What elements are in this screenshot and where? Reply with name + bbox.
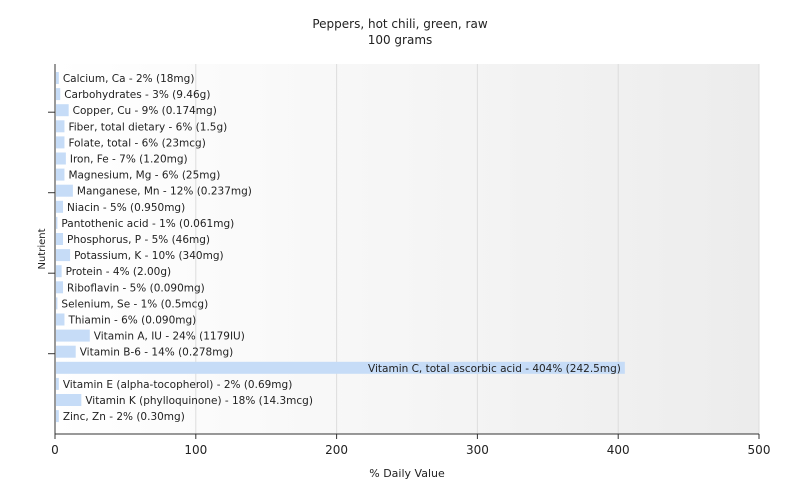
bar-label: Vitamin K (phylloquinone) - 18% (14.3mcg… — [85, 395, 313, 407]
data-labels: Calcium, Ca - 2% (18mg) Carbohydrates - 3… — [61, 73, 620, 423]
y-axis-label: Nutrient — [37, 228, 48, 269]
bar — [56, 152, 66, 165]
x-tick-label: 200 — [325, 443, 348, 457]
bar-label: Riboflavin - 5% (0.090mg) — [67, 282, 205, 294]
bar — [56, 104, 69, 117]
bar — [56, 377, 59, 390]
bar — [56, 281, 64, 294]
y-ticks — [48, 111, 55, 355]
bar-label: Vitamin A, IU - 24% (1179IU) — [94, 331, 245, 343]
bar-label: Niacin - 5% (0.950mg) — [67, 202, 185, 214]
bar-label: Copper, Cu - 9% (0.174mg) — [73, 105, 217, 117]
chart-title: Peppers, hot chili, green, raw — [312, 17, 487, 31]
bar-label: Carbohydrates - 3% (9.46g) — [64, 89, 210, 101]
bar-label: Phosphorus, P - 5% (46mg) — [67, 234, 210, 246]
bar-label: Zinc, Zn - 2% (0.30mg) — [63, 411, 185, 423]
chart-subtitle: 100 grams — [368, 33, 433, 47]
bar-label: Thiamin - 6% (0.090mg) — [67, 315, 196, 327]
bar-label: Folate, total - 6% (23mcg) — [68, 137, 205, 149]
bar — [56, 120, 65, 133]
bar-label: Manganese, Mn - 12% (0.237mg) — [77, 186, 252, 198]
bar-label: Iron, Fe - 7% (1.20mg) — [70, 154, 188, 166]
bar — [56, 329, 90, 342]
bar — [56, 184, 73, 197]
bar-label: Protein - 4% (2.00g) — [66, 266, 172, 278]
bar — [56, 410, 59, 423]
bar — [56, 72, 59, 84]
bar — [56, 216, 58, 229]
x-tick-label: 100 — [184, 443, 207, 457]
bar-label: Vitamin B-6 - 14% (0.278mg) — [80, 347, 234, 359]
bar-label: Fiber, total dietary - 6% (1.5g) — [68, 121, 227, 133]
bar — [56, 200, 64, 213]
bar — [56, 297, 58, 310]
bars — [56, 72, 625, 423]
bar-label: Vitamin E (alpha-tocopherol) - 2% (0.69m… — [63, 379, 293, 391]
bar — [56, 249, 71, 262]
bar-label: Calcium, Ca - 2% (18mg) — [63, 73, 195, 85]
bar-label: Pantothenic acid - 1% (0.061mg) — [61, 218, 234, 230]
axes — [54, 64, 759, 435]
bar — [56, 233, 64, 245]
bar — [56, 88, 61, 101]
bar — [56, 168, 65, 181]
bar — [56, 394, 82, 406]
bar — [56, 313, 65, 326]
bar — [56, 136, 65, 149]
bar-label: Magnesium, Mg - 6% (25mg) — [68, 170, 220, 182]
x-axis-label: % Daily Value — [369, 467, 445, 480]
bar-label: Selenium, Se - 1% (0.5mcg) — [61, 298, 208, 310]
x-tick-label: 300 — [466, 443, 489, 457]
bar — [56, 361, 625, 374]
x-tick-label: 400 — [607, 443, 630, 457]
x-ticks: 0 100 200 300 400 500 — [51, 434, 770, 457]
x-tick-label: 500 — [748, 443, 771, 457]
bar — [56, 265, 62, 278]
bar-label: Potassium, K - 10% (340mg) — [74, 250, 224, 262]
bar — [56, 345, 76, 358]
x-tick-label: 0 — [51, 443, 59, 457]
bar-label: Vitamin C, total ascorbic acid - 404% (2… — [368, 363, 621, 375]
